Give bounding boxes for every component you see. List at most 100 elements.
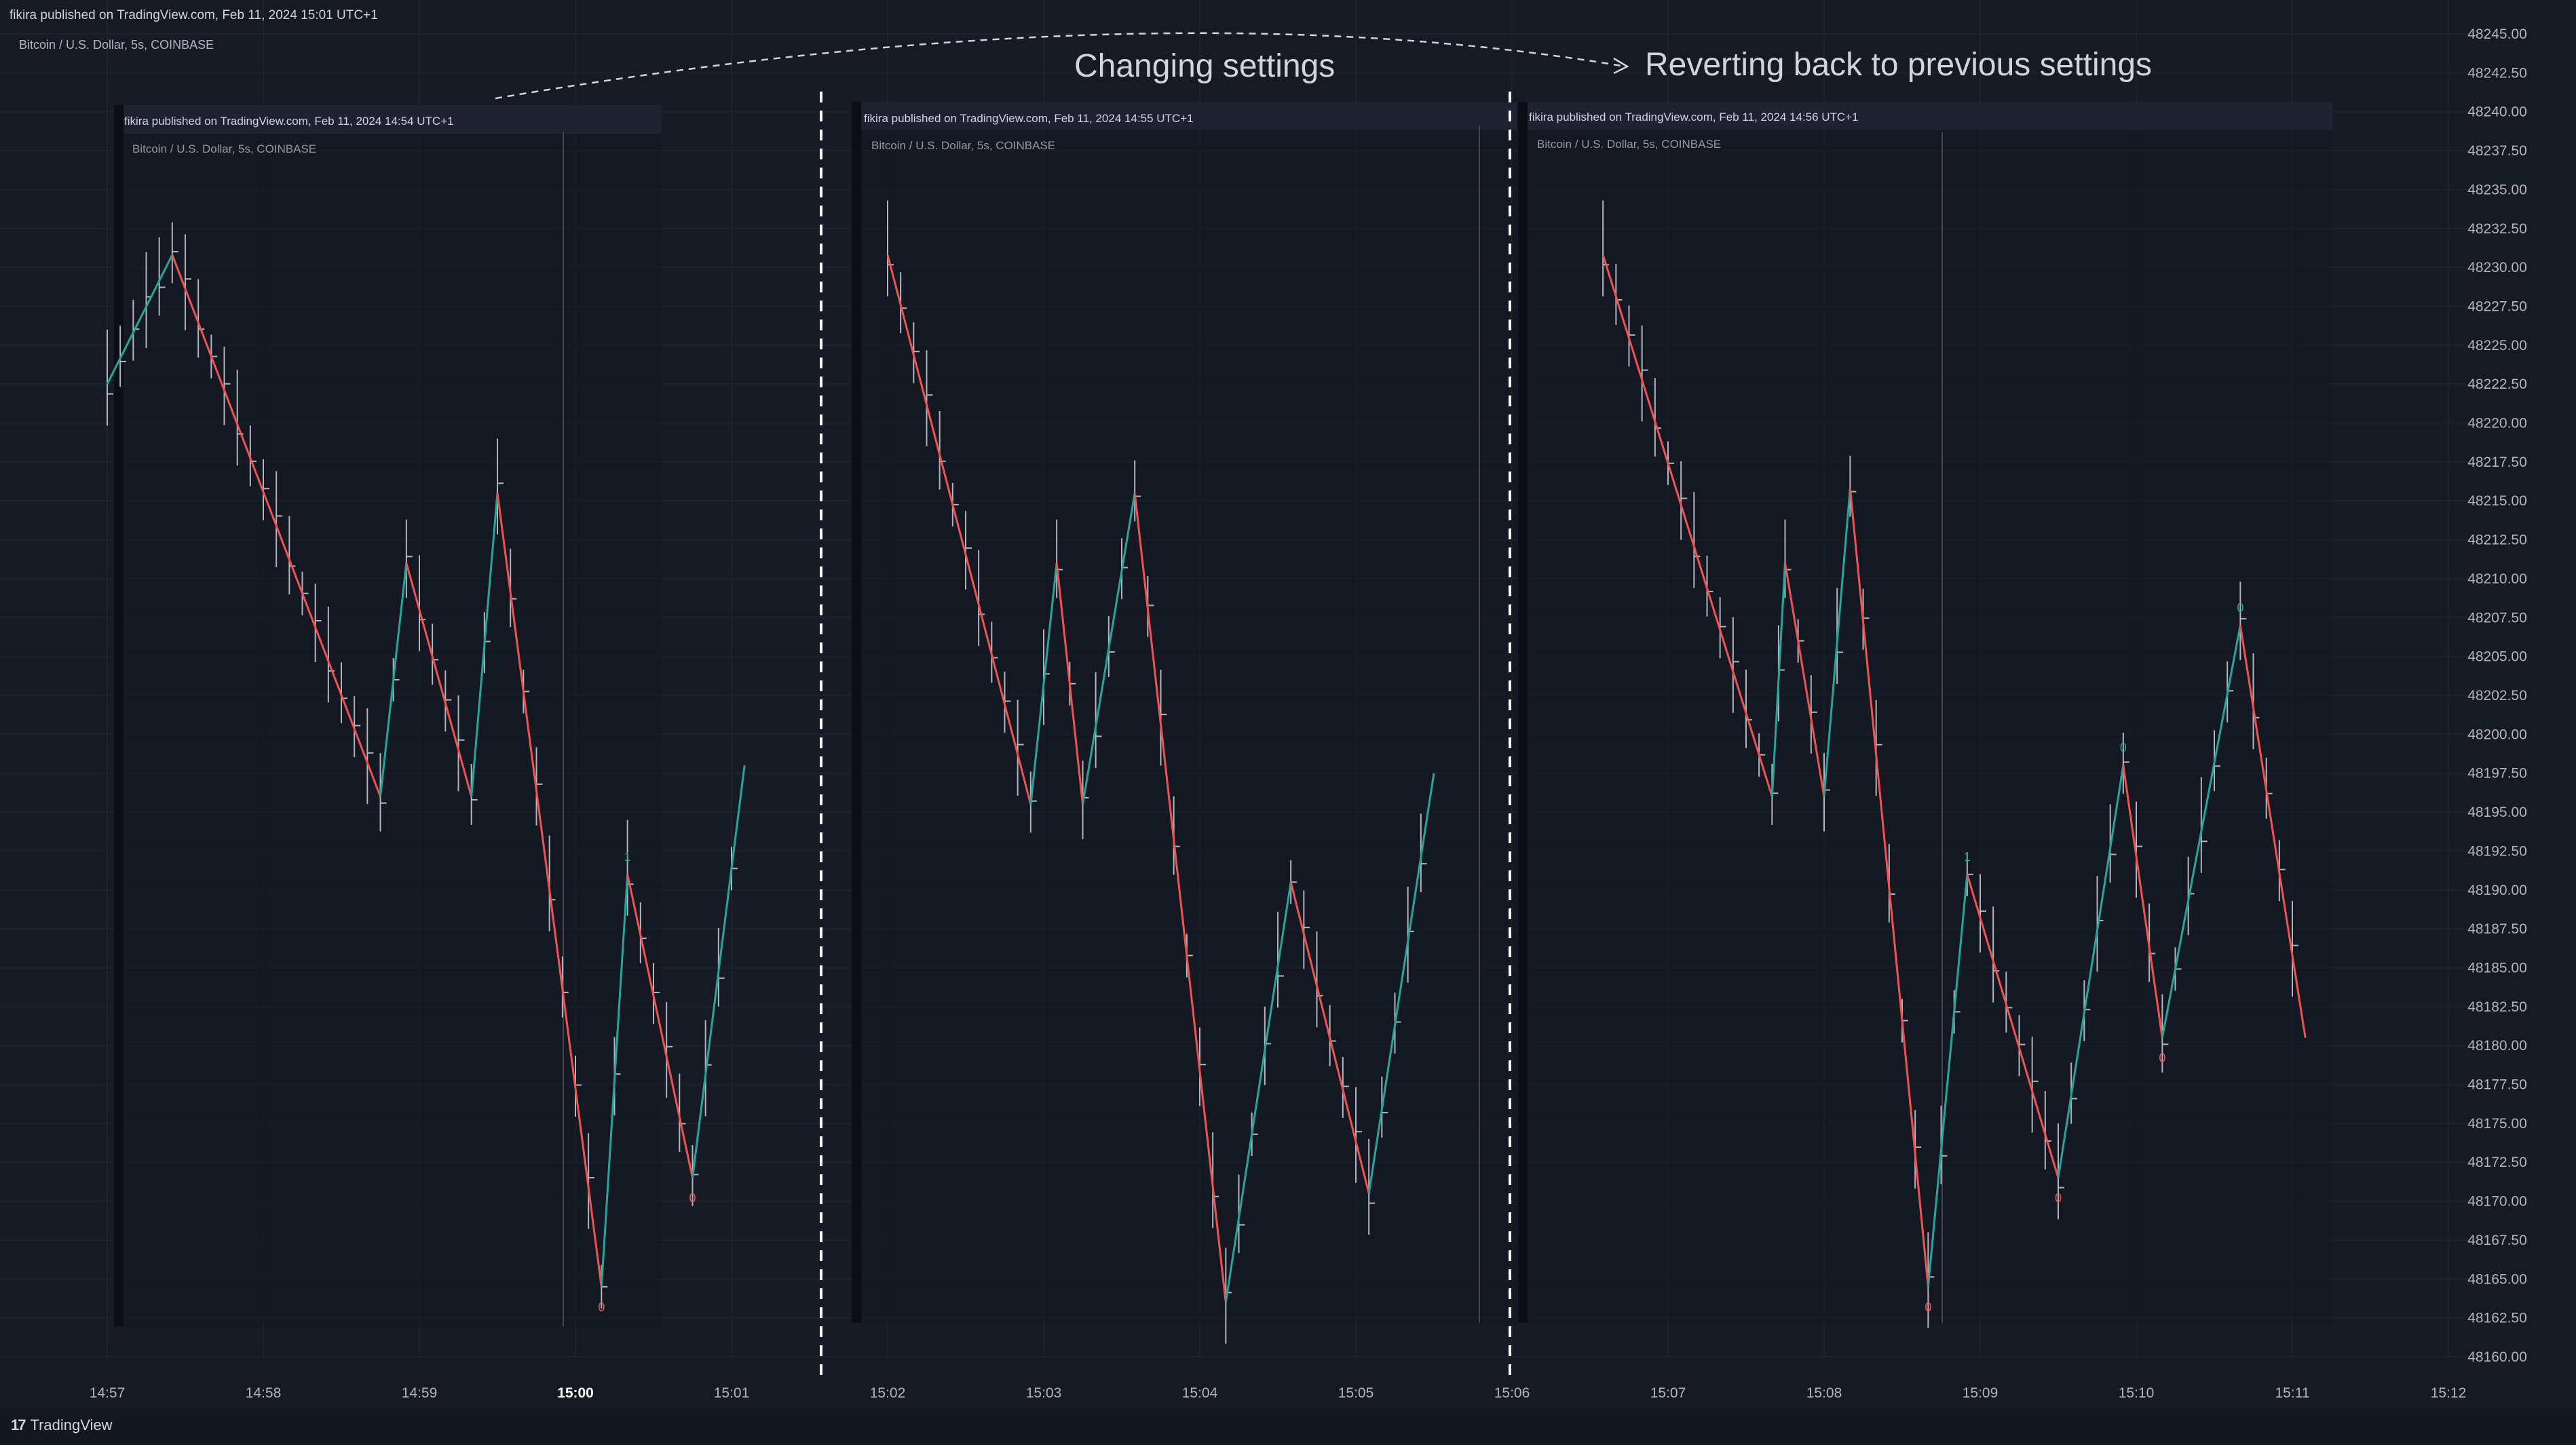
- zigzag-segment: [379, 562, 408, 797]
- pivot-label: 0: [689, 1191, 696, 1205]
- panel-edge: [114, 105, 124, 1326]
- pivot-label: 0: [2055, 1191, 2062, 1205]
- screenshot-panel-header-2: [852, 102, 1517, 130]
- x-tick-label: 15:03: [1026, 1385, 1062, 1401]
- zigzag-segment: [1082, 493, 1136, 805]
- y-tick-label: 48197.50: [2467, 766, 2527, 782]
- pivot-label: 0: [2159, 1052, 2165, 1065]
- y-tick-label: 48165.00: [2467, 1271, 2527, 1287]
- zigzag-segment: [2161, 625, 2241, 1038]
- zigzag-segment: [1029, 562, 1058, 805]
- screenshot-panel-header-1: [114, 105, 662, 134]
- y-tick-label: 48210.00: [2467, 571, 2527, 587]
- pivot-label: 1: [1964, 850, 1971, 864]
- y-tick-label: 48227.50: [2467, 298, 2527, 314]
- panel-2-publisher: fikira published on TradingView.com, Feb…: [864, 112, 1194, 125]
- zigzag-segment: [470, 493, 499, 797]
- y-tick-label: 48192.50: [2467, 843, 2527, 859]
- y-tick-label: 48187.50: [2467, 921, 2527, 937]
- y-tick-label: 48170.00: [2467, 1194, 2527, 1210]
- panel-3-publisher: fikira published on TradingView.com, Feb…: [1529, 111, 1859, 123]
- pivot-label: 0: [2120, 741, 2127, 754]
- y-tick-label: 48160.00: [2467, 1349, 2527, 1365]
- zigzag-segment: [1784, 562, 1825, 797]
- x-tick-label: 15:06: [1494, 1385, 1530, 1401]
- zigzag-segment: [1849, 488, 1929, 1287]
- pivot-label: 0: [2237, 601, 2243, 615]
- y-tick-label: 48222.50: [2467, 377, 2527, 392]
- zigzag-segment: [1289, 881, 1370, 1194]
- annotation-arrow: [495, 32, 1626, 100]
- zigzag-segment: [2122, 765, 2163, 1038]
- zigzag-segment: [2239, 625, 2307, 1038]
- y-tick-label: 48180.00: [2467, 1038, 2527, 1054]
- y-tick-label: 48200.00: [2467, 727, 2527, 742]
- y-tick-label: 48237.50: [2467, 143, 2527, 159]
- screenshot-panel-1: [114, 105, 662, 1326]
- zigzag-segment: [2057, 765, 2125, 1178]
- zigzag-segment: [1927, 874, 1969, 1287]
- x-tick-label: 15:04: [1182, 1385, 1218, 1401]
- pivot-label: 0: [598, 1300, 605, 1314]
- panel-edge: [1518, 102, 1528, 1323]
- y-tick-label: 48212.50: [2467, 533, 2527, 548]
- y-tick-label: 48175.00: [2467, 1116, 2527, 1132]
- y-tick-label: 48232.50: [2467, 221, 2527, 237]
- screenshot-panel-2: [852, 102, 1517, 1323]
- x-tick-label: 15:11: [2275, 1385, 2310, 1401]
- y-tick-label: 48202.50: [2467, 688, 2527, 704]
- x-tick-label: 15:10: [2119, 1385, 2155, 1401]
- zigzag-segment: [1602, 254, 1773, 797]
- panel-edge: [852, 102, 861, 1323]
- y-tick-label: 48182.50: [2467, 999, 2527, 1015]
- x-tick-label: 15:07: [1650, 1385, 1686, 1401]
- zigzag-segment: [1367, 773, 1435, 1194]
- zigzag-segment: [1966, 874, 2060, 1178]
- y-tick-label: 48242.50: [2467, 65, 2527, 81]
- y-tick-label: 48205.00: [2467, 649, 2527, 665]
- zigzag-segment: [626, 874, 694, 1178]
- y-tick-label: 48190.00: [2467, 883, 2527, 898]
- y-tick-label: 48240.00: [2467, 104, 2527, 120]
- panel-1-symbol: Bitcoin / U.S. Dollar, 5s, COINBASE: [132, 142, 317, 155]
- y-tick-label: 48167.50: [2467, 1233, 2527, 1248]
- panel-2-symbol: Bitcoin / U.S. Dollar, 5s, COINBASE: [871, 139, 1056, 152]
- tradingview-logo-text: TradingView: [30, 1417, 113, 1433]
- y-tick-label: 48195.00: [2467, 805, 2527, 820]
- zigzag-segment: [496, 493, 603, 1287]
- y-tick-label: 48185.00: [2467, 960, 2527, 976]
- screenshot-panel-3: [1518, 102, 2332, 1323]
- zigzag-segment: [600, 874, 629, 1287]
- pivot-label: 1: [624, 850, 631, 864]
- x-tick-label: 15:02: [870, 1385, 906, 1401]
- x-tick-label: 14:59: [402, 1385, 438, 1401]
- panel-1-publisher: fikira published on TradingView.com, Feb…: [124, 115, 454, 128]
- x-tick-label: 14:57: [90, 1385, 126, 1401]
- y-tick-label: 48162.50: [2467, 1311, 2527, 1326]
- zigzag-segment: [171, 254, 381, 797]
- x-tick-label: 15:12: [2431, 1385, 2467, 1401]
- tradingview-logo-icon: 17: [11, 1417, 26, 1433]
- x-tick-label: 15:01: [714, 1385, 750, 1401]
- zigzag-segment: [886, 254, 1032, 805]
- y-tick-label: 48230.00: [2467, 260, 2527, 275]
- x-tick-label: 15:05: [1338, 1385, 1374, 1401]
- y-tick-label: 48235.00: [2467, 182, 2527, 197]
- tradingview-logo[interactable]: 17 TradingView: [11, 1417, 113, 1434]
- y-tick-label: 48225.00: [2467, 338, 2527, 353]
- annotation-arrowhead: [1613, 57, 1629, 75]
- reverting-settings-label: Reverting back to previous settings: [1645, 47, 2153, 83]
- publisher-header: fikira published on TradingView.com, Feb…: [10, 8, 378, 22]
- zigzag-segment: [1823, 488, 1851, 797]
- x-tick-label: 15:09: [1963, 1385, 1999, 1401]
- panel-3-symbol: Bitcoin / U.S. Dollar, 5s, COINBASE: [1537, 138, 1722, 151]
- y-tick-label: 48177.50: [2467, 1077, 2527, 1093]
- zigzag-segment: [1770, 562, 1786, 797]
- x-tick-label: 15:00: [557, 1385, 594, 1401]
- zigzag-segment: [405, 562, 473, 797]
- y-tick-label: 48245.00: [2467, 26, 2527, 42]
- zigzag-segment: [692, 765, 746, 1178]
- zigzag-segment: [106, 254, 174, 385]
